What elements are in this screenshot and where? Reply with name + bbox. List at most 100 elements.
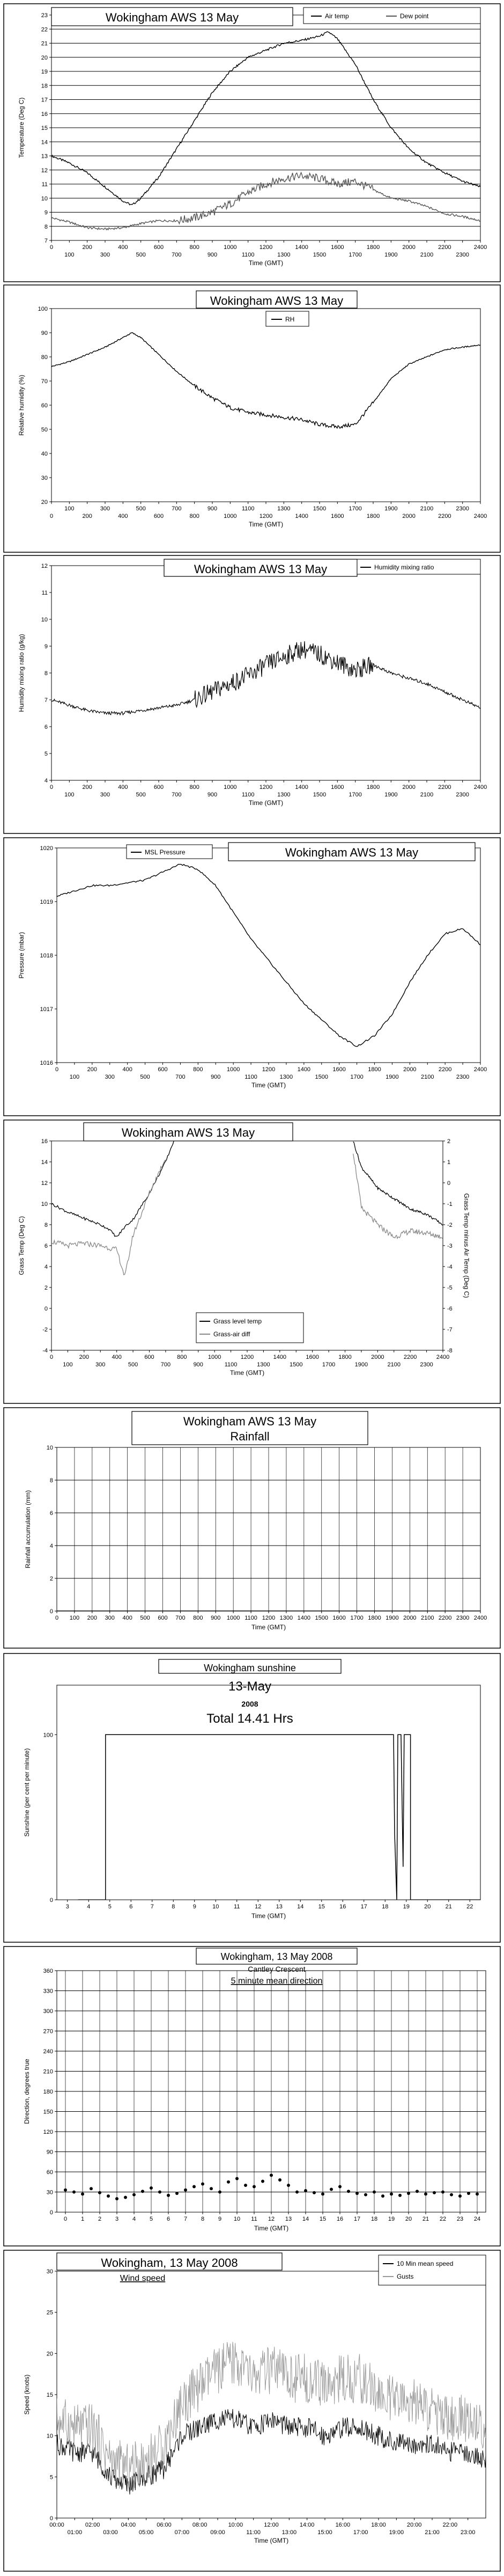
data-point <box>201 2182 204 2186</box>
chart-subtitle-line: 13-May <box>228 1679 271 1694</box>
x-tick-label: 06:00 <box>157 2522 172 2528</box>
y-tick-label: 0 <box>45 1306 48 1312</box>
chart-subtitle: Rainfall <box>230 1430 269 1443</box>
legend-box <box>357 559 481 575</box>
x-tick-label: 20:00 <box>407 2522 422 2528</box>
chart-title: Wokingham AWS 13 May <box>285 846 418 859</box>
x-tick-label: 1400 <box>298 1615 310 1621</box>
series-line <box>57 863 480 1047</box>
x-tick-label: 400 <box>112 1354 121 1360</box>
data-point <box>450 2193 453 2197</box>
x-tick-label: 1200 <box>260 784 272 791</box>
data-point <box>150 2186 153 2190</box>
x-tick-label: 10 <box>234 2216 240 2222</box>
x-tick-label: 1500 <box>315 1615 328 1621</box>
data-point <box>124 2196 127 2199</box>
data-point <box>192 2185 196 2189</box>
x-tick-label: 600 <box>154 784 164 791</box>
x-tick-label: 800 <box>189 513 199 519</box>
x-tick-label: 2000 <box>402 244 415 251</box>
x-tick-label: 17 <box>361 1904 367 1910</box>
x-tick-label: 1300 <box>257 1362 270 1368</box>
x-tick-label: 04:00 <box>121 2522 136 2528</box>
x-axis-label: Time (GMT) <box>249 521 283 528</box>
x-tick-label: 6 <box>129 1904 132 1910</box>
data-point <box>390 2192 393 2196</box>
x-tick-label: 700 <box>175 1615 185 1621</box>
x-tick-label: 15 <box>318 1904 325 1910</box>
y-right-tick-label: -1 <box>447 1201 453 1208</box>
y-right-tick-label: -8 <box>447 1348 453 1354</box>
chart-sunshine: 0 100 3 4 5 6 7 8 9 10 11 12 13 14 15 16 17 18 19 20 21 22 Tim… <box>3 1653 501 1943</box>
x-tick-label: 14:00 <box>300 2522 315 2528</box>
x-tick-label: 8 <box>201 2216 204 2222</box>
x-tick-label: 11 <box>251 2216 257 2222</box>
y-axis-label: Grass Temp (Deg C) <box>18 1216 25 1275</box>
y-tick-label: 4 <box>45 1264 48 1270</box>
chart-title: Wokingham AWS 13 May <box>210 294 343 308</box>
y-tick-label: 10 <box>47 2433 53 2440</box>
y-tick-label: 12 <box>41 1180 48 1187</box>
x-tick-label: 1100 <box>242 252 255 258</box>
y-tick-label: 16 <box>41 1138 48 1145</box>
chart-frame <box>3 837 501 1116</box>
y-right-tick-label: 0 <box>447 1180 450 1187</box>
y-right-tick-label: 2 <box>447 1138 450 1145</box>
x-tick-label: 1800 <box>338 1354 351 1360</box>
x-tick-label: 1700 <box>349 792 361 798</box>
x-tick-label: 9 <box>193 1904 196 1910</box>
x-tick-label: 1800 <box>368 1615 381 1621</box>
x-tick-label: 2000 <box>403 1615 416 1621</box>
x-tick-label: 1000 <box>224 784 236 791</box>
title-box <box>164 559 358 577</box>
x-tick-label: 1200 <box>262 1066 275 1073</box>
x-tick-label: 1300 <box>277 792 290 798</box>
x-tick-label: 1800 <box>367 784 380 791</box>
y-axis-label: Rainfall accumulation (mm) <box>24 1490 32 1568</box>
data-point <box>244 2184 247 2187</box>
x-tick-label: 4 <box>87 1904 90 1910</box>
x-tick-label: 10 <box>212 1904 219 1910</box>
x-tick-label: 24 <box>474 2216 480 2222</box>
x-tick-label: 16:00 <box>336 2522 351 2528</box>
x-tick-label: 300 <box>100 252 110 258</box>
x-tick-label: 1 <box>81 2216 84 2222</box>
x-tick-label: 1700 <box>349 252 361 258</box>
x-tick-label: 1200 <box>260 513 272 519</box>
data-point <box>416 2190 419 2193</box>
x-tick-label: 800 <box>189 784 199 791</box>
data-point <box>253 2185 256 2189</box>
title-box <box>228 842 476 861</box>
data-point <box>184 2188 187 2192</box>
x-tick-label: 1000 <box>224 513 236 519</box>
x-tick-label: 900 <box>207 792 217 798</box>
y-tick-label: 17 <box>41 97 48 104</box>
y-tick-label: 60 <box>47 2169 53 2176</box>
x-tick-label: 100 <box>64 792 74 798</box>
x-tick-label: 600 <box>144 1354 154 1360</box>
x-tick-label: 12:00 <box>264 2522 279 2528</box>
y-right-tick-label: -5 <box>447 1285 453 1291</box>
x-tick-label: 0 <box>64 2216 67 2222</box>
chart-subtitle-line: 2008 <box>241 1700 258 1708</box>
y-tick-label: 15 <box>41 125 48 131</box>
title-box <box>51 7 293 26</box>
x-tick-label: 200 <box>87 1615 97 1621</box>
data-point <box>407 2192 410 2195</box>
x-tick-label: 1600 <box>331 513 344 519</box>
title-box <box>83 1122 293 1141</box>
x-tick-label: 900 <box>207 506 217 512</box>
data-point <box>330 2187 333 2191</box>
x-tick-label: 23 <box>457 2216 463 2222</box>
x-tick-label: 1600 <box>331 784 344 791</box>
x-tick-label: 1100 <box>244 1615 257 1621</box>
data-point <box>64 2188 67 2192</box>
x-tick-label: 2300 <box>456 506 469 512</box>
x-tick-label: 300 <box>100 792 110 798</box>
data-point <box>433 2191 436 2194</box>
x-tick-label: 19 <box>388 2216 395 2222</box>
chart-frame <box>3 3 501 282</box>
y-tick-label: 0 <box>50 1897 53 1904</box>
